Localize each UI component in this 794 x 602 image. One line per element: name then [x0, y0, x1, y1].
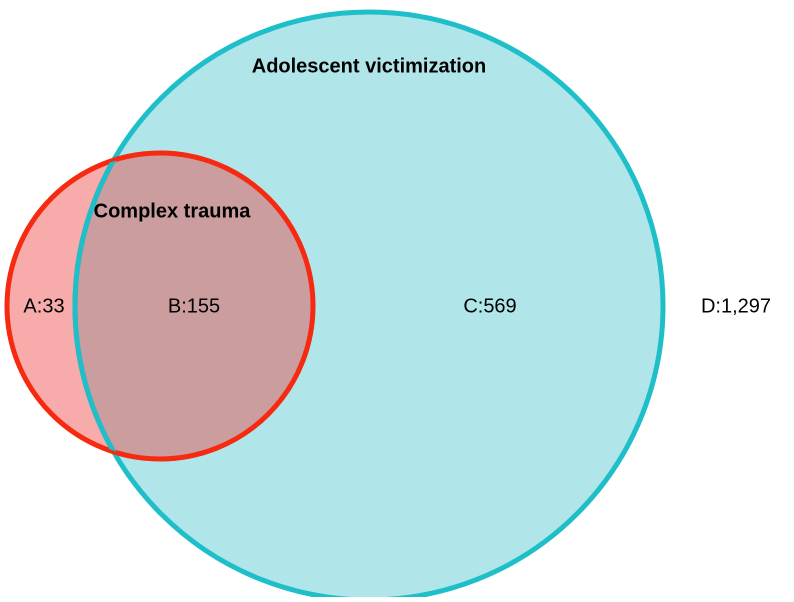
set-label: Complex trauma — [94, 200, 252, 222]
region-label: B:155 — [168, 295, 220, 317]
set-outline-overlay — [72, 154, 312, 458]
region-label: A:33 — [23, 295, 64, 317]
region-label: D:1,297 — [701, 295, 771, 317]
set-label: Adolescent victimization — [252, 55, 487, 77]
region-label: C:569 — [463, 295, 516, 317]
set-circle-complex — [4, 150, 316, 462]
